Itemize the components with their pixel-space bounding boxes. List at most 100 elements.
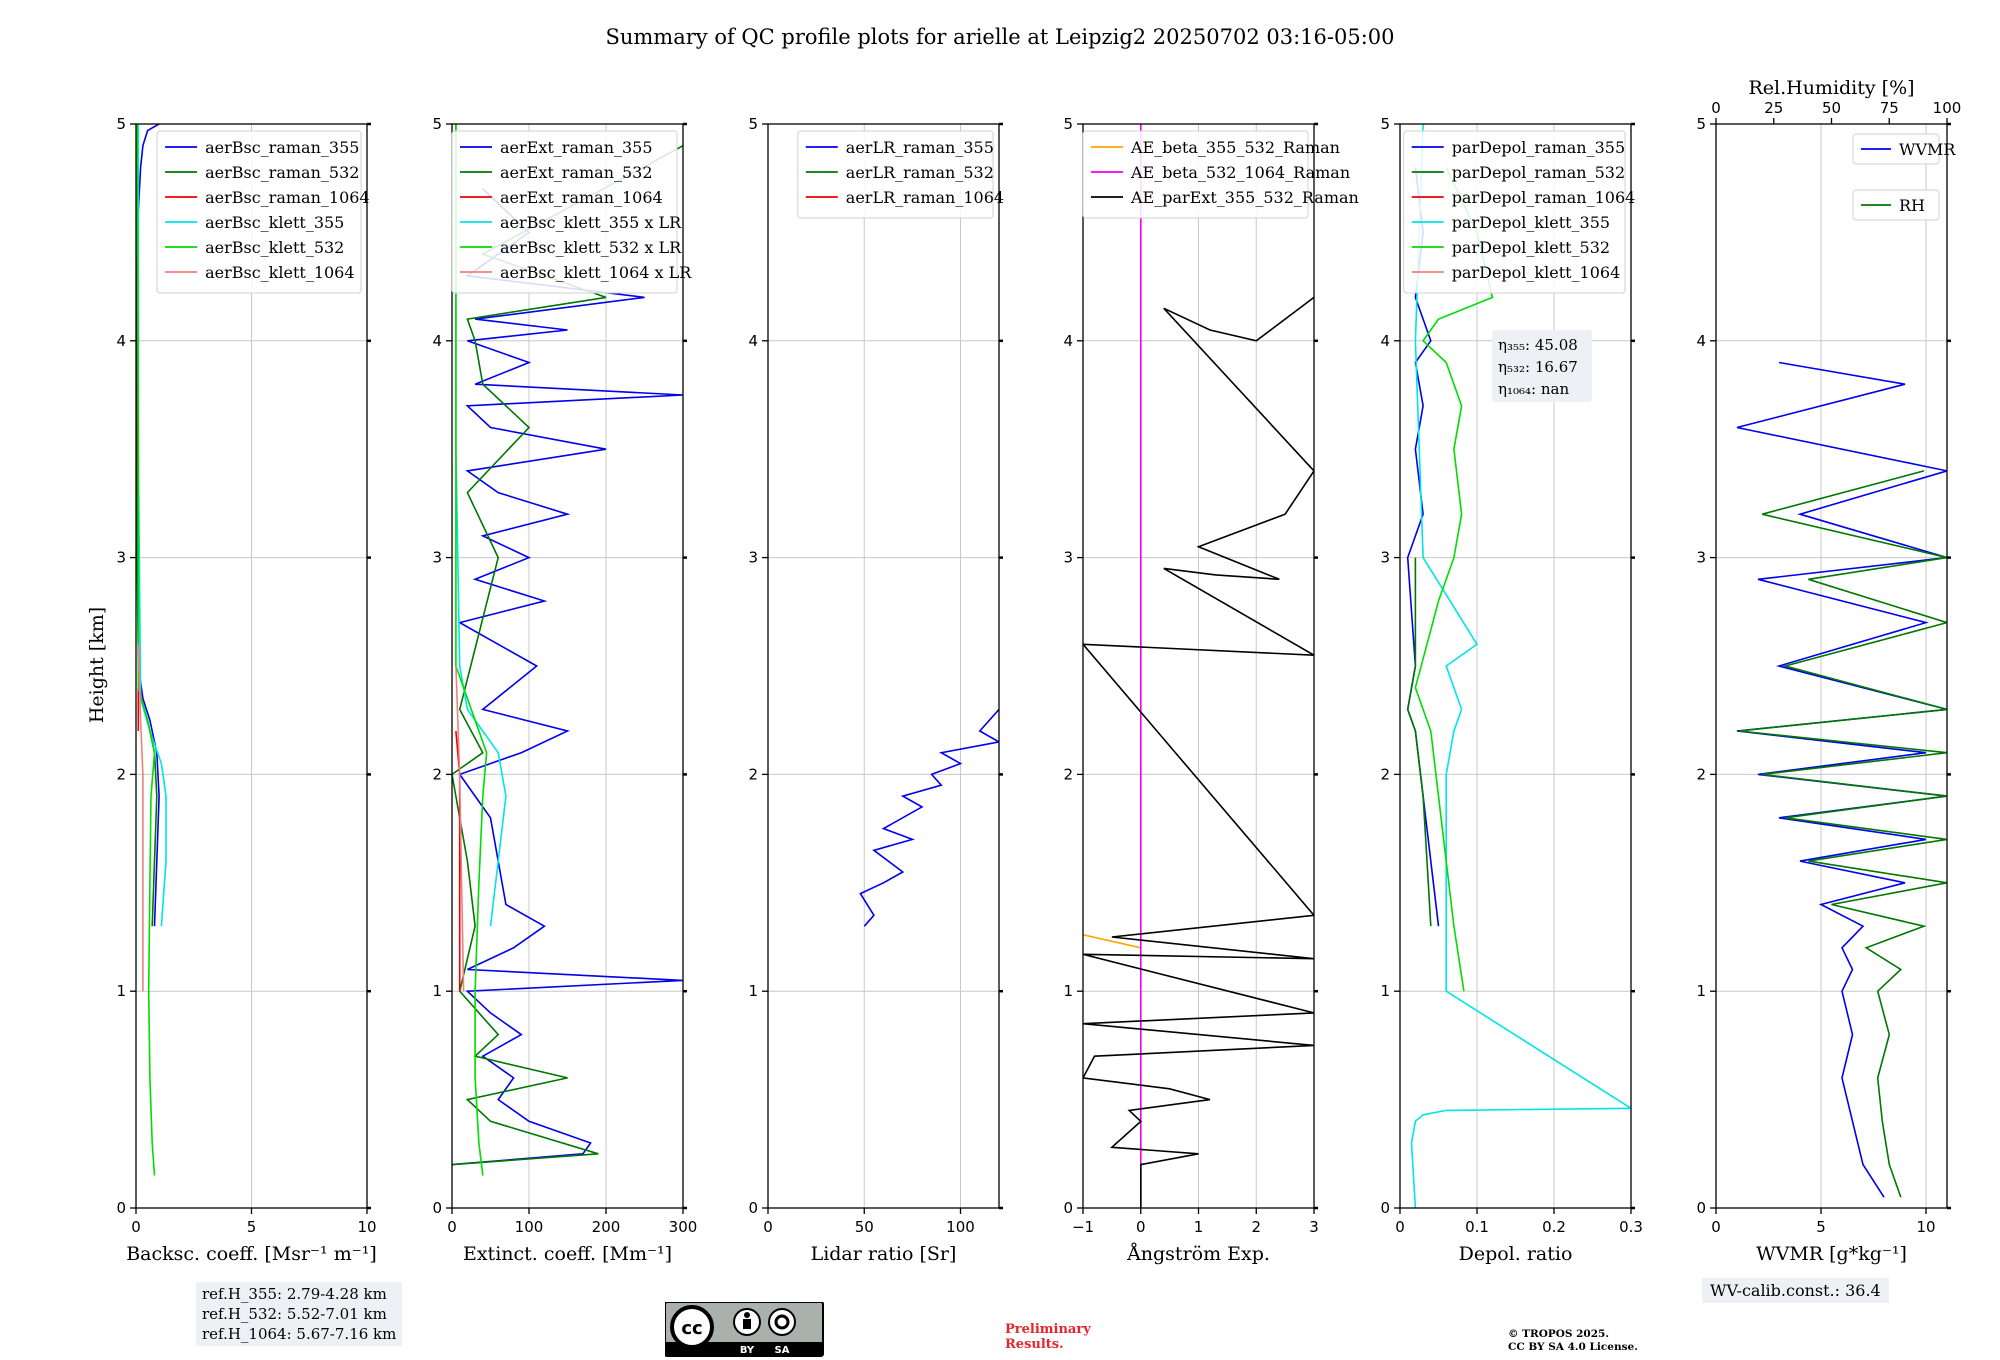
- y-tick-label: 0: [748, 1199, 758, 1217]
- x-axis-label: Extinct. coeff. [Mm⁻¹]: [463, 1243, 672, 1265]
- y-tick-label: 2: [748, 765, 758, 783]
- y-tick-label: 3: [116, 549, 126, 567]
- eta-annotation-box: [1492, 330, 1592, 402]
- y-tick-label: 0: [1063, 1199, 1073, 1217]
- plot-frame: [1399, 123, 1632, 1209]
- legend-entry: aerBsc_klett_532 x LR: [500, 238, 682, 257]
- legend-entry: AE_parExt_355_532_Raman: [1130, 188, 1359, 207]
- top-x-tick-label: 50: [1822, 99, 1841, 117]
- series-line-AE_beta_355_532_Raman: [1083, 934, 1141, 949]
- y-tick-label: 0: [1380, 1199, 1390, 1217]
- x-axis-label: WVMR [g*kg⁻¹]: [1756, 1243, 1907, 1265]
- y-tick-label: 1: [748, 982, 758, 1000]
- legend-entry: aerBsc_klett_1064: [205, 263, 354, 282]
- x-axis-label: Depol. ratio: [1459, 1243, 1573, 1265]
- ref-height-355: ref.H_355: 2.79-4.28 km: [202, 1285, 387, 1303]
- x-tick-label: 100: [515, 1218, 544, 1236]
- y-tick-label: 4: [1696, 332, 1706, 350]
- legend-box: [1852, 189, 1940, 221]
- plot-frame: [767, 123, 1000, 1209]
- series-line-parDepol_klett_532: [1414, 167, 1494, 992]
- x-tick-label: 0: [447, 1218, 457, 1236]
- x-tick-label: 10: [357, 1218, 376, 1236]
- x-tick-label: 0.2: [1542, 1218, 1566, 1236]
- series-line-aerLR_raman_355: [859, 708, 999, 927]
- eta-annotation-line: η₁₀₆₄: nan: [1498, 380, 1569, 398]
- legend-entry: aerBsc_klett_1064 x LR: [500, 263, 692, 282]
- legend-entry: parDepol_klett_355: [1452, 213, 1610, 232]
- legend-box: [156, 130, 362, 294]
- series-line-aerBsc_klett_1064: [137, 644, 144, 992]
- y-tick-label: 2: [116, 765, 126, 783]
- x-tick-label: 300: [669, 1218, 698, 1236]
- preliminary-note: Preliminary Results.: [1005, 1322, 1091, 1352]
- x-tick-label: 0: [1711, 1218, 1721, 1236]
- y-tick-label: 4: [1063, 332, 1073, 350]
- legend-entry: parDepol_klett_532: [1452, 238, 1610, 257]
- legend-entry: parDepol_raman_532: [1452, 163, 1625, 182]
- x-tick-label: 3: [1309, 1218, 1319, 1236]
- legend-entry: aerBsc_raman_532: [205, 163, 359, 182]
- y-tick-label: 3: [1380, 549, 1390, 567]
- plot-frame: [451, 123, 684, 1209]
- legend-entry: aerBsc_raman_1064: [205, 188, 370, 207]
- series-line-aerBsc_klett_1064 x LR: [455, 665, 465, 992]
- legend-entry: AE_beta_532_1064_Raman: [1130, 163, 1350, 182]
- legend-entry: aerExt_raman_355: [500, 138, 653, 157]
- legend-box: [1403, 130, 1626, 294]
- legend-entry: parDepol_raman_355: [1452, 138, 1625, 157]
- copyright-note: © TROPOS 2025. CC BY SA 4.0 License.: [1508, 1328, 1638, 1354]
- series-line-aerExt_raman_532: [452, 144, 683, 1166]
- plot-frame: [1715, 123, 1948, 1209]
- legend-entry: aerExt_raman_532: [500, 163, 653, 182]
- series-line-RH: [1739, 470, 1947, 1198]
- legend-entry: aerBsc_klett_532: [205, 238, 344, 257]
- legend-entry: aerBsc_klett_355: [205, 213, 344, 232]
- y-tick-label: 5: [432, 115, 442, 133]
- x-tick-label: 200: [592, 1218, 621, 1236]
- y-tick-label: 3: [1696, 549, 1706, 567]
- x-tick-label: 5: [1816, 1218, 1826, 1236]
- series-line-WVMR: [1736, 361, 1947, 1198]
- preliminary-line-1: Preliminary: [1005, 1322, 1091, 1337]
- x-tick-label: 100: [946, 1218, 975, 1236]
- y-tick-label: 1: [1696, 982, 1706, 1000]
- cc-by-label: BY: [740, 1345, 755, 1356]
- legend-box: [797, 130, 994, 219]
- y-tick-label: 5: [1380, 115, 1390, 133]
- legend-entry: aerBsc_klett_355 x LR: [500, 213, 682, 232]
- cc-icon: [670, 1305, 714, 1349]
- y-tick-label: 4: [432, 332, 442, 350]
- sa-icon: [768, 1308, 796, 1336]
- preliminary-line-2: Results.: [1005, 1337, 1064, 1352]
- top-x-tick-label: 0: [1711, 99, 1721, 117]
- y-tick-label: 1: [116, 982, 126, 1000]
- x-tick-label: 0.1: [1465, 1218, 1489, 1236]
- legend-entry: aerLR_raman_532: [846, 163, 994, 182]
- copyright-line-2: CC BY SA 4.0 License.: [1508, 1341, 1638, 1353]
- x-axis-label: Backsc. coeff. [Msr⁻¹ m⁻¹]: [126, 1243, 377, 1265]
- y-tick-label: 3: [432, 549, 442, 567]
- y-tick-label: 1: [432, 982, 442, 1000]
- svg-text:cc: cc: [681, 1318, 702, 1339]
- x-tick-label: 0: [1136, 1218, 1146, 1236]
- top-x-tick-label: 25: [1764, 99, 1783, 117]
- legend-entry: aerExt_raman_1064: [500, 188, 663, 207]
- legend-entry: aerLR_raman_1064: [846, 188, 1004, 207]
- x-tick-label: 10: [1916, 1218, 1935, 1236]
- legend-box: [1852, 133, 1940, 165]
- series-line-aerBsc_klett_532 x LR: [455, 124, 488, 1176]
- top-x-tick-label: 100: [1933, 99, 1962, 117]
- y-tick-label: 5: [116, 115, 126, 133]
- legend-entry: AE_beta_355_532_Raman: [1130, 138, 1340, 157]
- x-tick-label: 2: [1251, 1218, 1261, 1236]
- legend-entry: parDepol_raman_1064: [1452, 188, 1636, 207]
- series-line-parDepol_klett_355: [1410, 124, 1631, 1208]
- y-tick-label: 5: [748, 115, 758, 133]
- x-tick-label: 5: [247, 1218, 257, 1236]
- ref-height-532: ref.H_532: 5.52-7.01 km: [202, 1305, 387, 1323]
